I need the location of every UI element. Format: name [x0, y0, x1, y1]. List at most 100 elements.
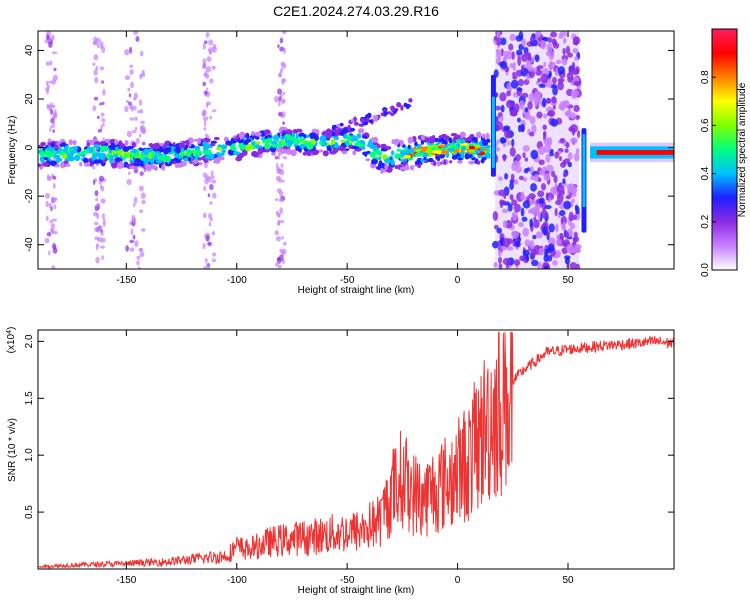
- scatter-blob: [207, 193, 211, 198]
- streak-blob: [331, 131, 336, 137]
- noise-blob: [542, 226, 548, 236]
- y-tick-label: 20: [24, 93, 35, 105]
- noise-blob: [555, 223, 559, 233]
- noise-blob: [517, 55, 522, 66]
- scatter-blob: [101, 46, 106, 54]
- scatter-blob: [45, 61, 51, 66]
- figure-title: C2E1.2024.274.03.29.R16: [273, 3, 439, 19]
- snr-y-multiplier: (x104): [6, 327, 18, 354]
- scatter-blob: [96, 115, 100, 119]
- streak-blob: [336, 123, 341, 128]
- noise-blob: [523, 168, 529, 174]
- noise-blob: [547, 62, 554, 70]
- noise-blob: [518, 221, 524, 228]
- scatter-blob: [280, 61, 286, 66]
- scatter-blob: [281, 78, 287, 83]
- scatter-blob: [202, 212, 207, 219]
- ridge-blob: [179, 160, 187, 167]
- noise-blob: [533, 219, 540, 229]
- streak-blob: [325, 130, 332, 135]
- noise-blob: [565, 231, 570, 239]
- scatter-blob: [132, 234, 136, 240]
- ridge-blob: [204, 138, 211, 143]
- noise-blob: [533, 67, 538, 73]
- scatter-blob: [51, 265, 56, 269]
- noise-blob: [550, 31, 558, 38]
- streak-blob: [373, 118, 378, 122]
- noise-blob: [550, 118, 559, 127]
- scatter-blob: [279, 37, 284, 44]
- ridge-blob: [468, 149, 477, 153]
- scatter-blob: [277, 44, 280, 48]
- noise-blob: [516, 117, 521, 123]
- noise-blob: [557, 77, 565, 83]
- ridge-blob: [295, 129, 303, 133]
- scatter-blob: [135, 36, 140, 42]
- noise-blob: [504, 129, 511, 139]
- ridge-blob: [349, 134, 357, 142]
- noise-blob: [558, 104, 564, 110]
- ridge-blob: [198, 161, 203, 166]
- noise-blob: [567, 161, 573, 168]
- noise-blob: [537, 177, 542, 183]
- scatter-blob: [102, 222, 106, 227]
- streak-blob: [343, 127, 349, 134]
- ridge-blob: [306, 143, 314, 150]
- scatter-blob: [204, 133, 208, 137]
- ridge-blob: [282, 145, 288, 150]
- noise-blob: [559, 210, 566, 217]
- ridge-blob: [419, 146, 428, 150]
- ridge-blob: [306, 150, 312, 157]
- noise-blob: [576, 84, 581, 90]
- noise-blob: [522, 227, 530, 237]
- ridge-blob: [403, 155, 411, 159]
- streak-blob: [368, 119, 374, 124]
- scatter-blob: [133, 96, 137, 101]
- noise-blob: [548, 50, 555, 61]
- noise-blob: [528, 208, 534, 214]
- ridge-blob: [379, 160, 383, 165]
- scatter-blob: [204, 90, 208, 95]
- ridge-blob: [452, 149, 461, 153]
- ridge-blob: [47, 142, 51, 146]
- noise-blob: [574, 204, 579, 211]
- scatter-blob: [278, 176, 282, 184]
- noise-blob: [528, 93, 536, 103]
- noise-blob: [501, 138, 507, 143]
- noise-blob: [513, 179, 519, 185]
- ridge-blob: [109, 157, 113, 165]
- ridge-blob: [428, 136, 436, 144]
- noise-blob: [520, 207, 525, 217]
- noise-blob: [545, 50, 550, 57]
- scatter-blob: [133, 167, 139, 174]
- ridge-blob: [179, 151, 185, 156]
- scatter-blob: [129, 64, 134, 68]
- scatter-blob: [209, 115, 213, 120]
- scatter-blob: [99, 175, 105, 182]
- snr-y-ticks: 0.5 1.0 1.5 2.0: [24, 334, 674, 519]
- ridge-blob: [205, 149, 212, 156]
- scatter-blob: [279, 68, 284, 74]
- ridge-blob: [426, 158, 434, 163]
- noise-blob: [534, 54, 540, 63]
- ridge-blob: [450, 133, 458, 137]
- ridge-blob: [168, 143, 174, 147]
- ridge-blob: [162, 148, 169, 155]
- noise-blob: [530, 149, 539, 160]
- noise-blob: [509, 33, 516, 42]
- noise-blob: [552, 260, 558, 266]
- noise-blob: [553, 174, 558, 184]
- noise-blob: [558, 156, 563, 162]
- snr-x-axis-label: Height of straight line (km): [298, 585, 415, 596]
- scatter-blob: [48, 250, 51, 256]
- ridge-blob: [257, 147, 264, 154]
- scatter-blob: [129, 46, 133, 54]
- scatter-blob: [100, 198, 106, 204]
- scatter-blob: [44, 237, 50, 244]
- ridge-blob: [285, 129, 293, 135]
- ridge-blob: [69, 149, 75, 157]
- noise-blob: [506, 99, 514, 109]
- noise-blob: [500, 37, 507, 46]
- ridge-blob: [194, 145, 201, 151]
- noise-blob: [572, 237, 577, 245]
